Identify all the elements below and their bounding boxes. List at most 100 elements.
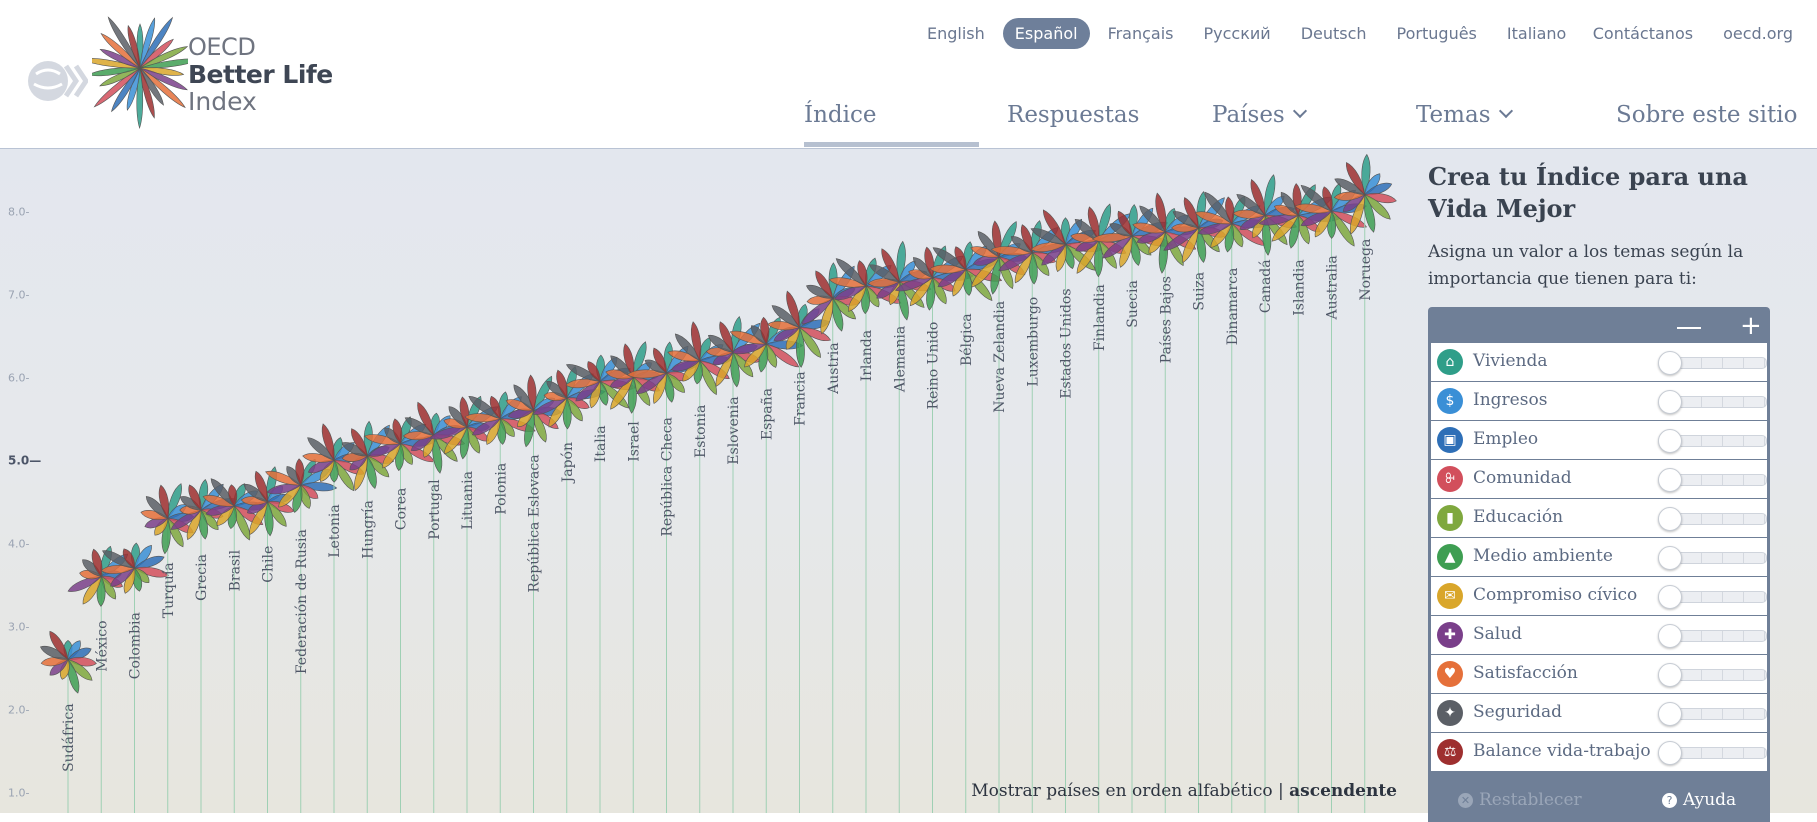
flower-petal: [1020, 224, 1033, 254]
country-flower[interactable]: Federación de Rusia: [264, 457, 338, 813]
flower-petal: [392, 418, 403, 445]
topic-weight-slider[interactable]: [1658, 351, 1767, 375]
country-flower[interactable]: Finlandia: [1070, 203, 1133, 813]
topic-weight-slider[interactable]: [1658, 741, 1767, 765]
topic-weight-slider[interactable]: [1658, 624, 1767, 648]
country-flower[interactable]: Turquía: [140, 482, 195, 813]
slider-knob[interactable]: [1658, 546, 1682, 570]
flower-petal: [489, 395, 502, 420]
oecd-org-link[interactable]: oecd.org: [1723, 24, 1793, 43]
topic-row-balance-vida-trabajo: ⚖ Balance vida-trabajo: [1431, 733, 1767, 771]
flower-petal: [91, 548, 103, 578]
topic-list: ⌂ Vivienda $ Ingresos ▣ Empleo ꔬ Comunidad ▮ Educ…: [1428, 343, 1770, 771]
country-label: Brasil: [227, 549, 243, 591]
country-flower[interactable]: Colombia: [100, 542, 170, 813]
flower-head: [729, 316, 804, 373]
nav-temas[interactable]: Temas: [1416, 102, 1513, 128]
country-flower[interactable]: Estonia: [667, 321, 732, 813]
nav-sobre[interactable]: Sobre este sitio: [1616, 102, 1797, 128]
country-flower[interactable]: Chile: [240, 466, 295, 813]
lang-francais[interactable]: Français: [1107, 24, 1174, 43]
topic-weight-slider[interactable]: [1658, 468, 1767, 492]
country-flower[interactable]: Sudáfrica: [39, 629, 97, 813]
slider-knob[interactable]: [1658, 507, 1682, 531]
lang-russian[interactable]: Русский: [1203, 24, 1271, 43]
nav-indice[interactable]: Índice: [804, 102, 876, 128]
slider-knob[interactable]: [1658, 702, 1682, 726]
topic-weight-slider[interactable]: [1658, 585, 1767, 609]
country-label: República Checa: [660, 417, 676, 537]
country-flower[interactable]: Letonia: [302, 423, 366, 813]
flower-petal: [527, 374, 537, 412]
country-flower[interactable]: Suiza: [1162, 191, 1228, 813]
flower-head: [828, 257, 902, 315]
flower-head: [1333, 153, 1397, 235]
lang-english[interactable]: English: [927, 24, 985, 43]
country-label: Suecia: [1125, 280, 1141, 328]
topic-weight-slider[interactable]: [1658, 390, 1767, 414]
slider-knob[interactable]: [1658, 624, 1682, 648]
slider-knob[interactable]: [1658, 390, 1682, 414]
topic-weight-slider[interactable]: [1658, 429, 1767, 453]
sort-separator: |: [1278, 781, 1284, 801]
sort-ascending-link[interactable]: ascendente: [1289, 781, 1397, 801]
topic-row-educación: ▮ Educación: [1431, 499, 1767, 537]
topic-label: Balance vida-trabajo: [1473, 741, 1651, 761]
flower-petal: [623, 343, 635, 378]
country-label: Lituania: [460, 471, 476, 530]
slider-knob[interactable]: [1658, 741, 1682, 765]
flower-petal: [799, 326, 821, 358]
main-nav: Índice Respuestas Países Temas Sobre est…: [804, 100, 1797, 148]
topic-weight-slider[interactable]: [1658, 546, 1767, 570]
country-flower[interactable]: Italia: [565, 354, 637, 813]
help-button[interactable]: ? Ayuda: [1662, 790, 1736, 810]
lang-espanol[interactable]: Español: [1002, 18, 1090, 49]
lang-portugues[interactable]: Português: [1396, 24, 1477, 43]
topic-weight-slider[interactable]: [1658, 507, 1767, 531]
lang-deutsch[interactable]: Deutsch: [1300, 24, 1367, 43]
country-flower[interactable]: Polonia: [464, 391, 537, 813]
country-flower[interactable]: Nueva Zelandia: [968, 220, 1028, 813]
country-flower[interactable]: Francia: [767, 290, 832, 813]
nav-label: Países: [1212, 102, 1285, 128]
controls-header: +: [1428, 307, 1770, 343]
plus-all-button[interactable]: +: [1740, 311, 1762, 341]
topic-label: Compromiso cívico: [1473, 585, 1638, 605]
chevron-down-icon: [1498, 103, 1513, 119]
slider-knob[interactable]: [1658, 468, 1682, 492]
slider-knob[interactable]: [1658, 663, 1682, 687]
topic-label: Comunidad: [1473, 468, 1572, 488]
flower-petal: [653, 347, 667, 374]
nav-paises[interactable]: Países: [1212, 102, 1307, 128]
nav-respuestas[interactable]: Respuestas: [1007, 102, 1139, 128]
country-flower[interactable]: República Checa: [626, 341, 703, 813]
country-flower-chart: 1.0- 2.0- 3.0- 4.0- 5.0— 6.0- 7.0- 8.0- Sudáfric…: [8, 153, 1397, 813]
reset-button[interactable]: ✕ Restablecer: [1458, 790, 1582, 810]
country-flower[interactable]: Países Bajos: [1132, 192, 1198, 813]
slider-knob[interactable]: [1658, 429, 1682, 453]
panel-title: Crea tu Índice para una Vida Mejor: [1428, 162, 1748, 223]
lang-italiano[interactable]: Italiano: [1506, 24, 1567, 43]
country-flower[interactable]: Austria: [799, 262, 861, 813]
country-flower[interactable]: Israel: [605, 340, 661, 813]
slider-knob[interactable]: [1658, 585, 1682, 609]
slider-knob[interactable]: [1658, 351, 1682, 375]
minus-all-button[interactable]: [1677, 327, 1701, 329]
country-flower[interactable]: España: [729, 315, 804, 813]
topic-weight-slider[interactable]: [1658, 663, 1767, 687]
topic-weight-slider[interactable]: [1658, 702, 1767, 726]
topic-label: Vivienda: [1473, 351, 1548, 371]
country-flower[interactable]: Irlanda: [828, 256, 903, 813]
country-flower[interactable]: Canadá: [1232, 174, 1298, 813]
flower-petal: [1294, 203, 1333, 214]
flower-petal: [857, 260, 868, 287]
country-label: Irlanda: [859, 330, 875, 381]
y-tick-label: 1.0-: [8, 786, 29, 799]
country-flower[interactable]: Noruega: [1333, 153, 1397, 813]
country-flower[interactable]: República Eslovaca: [505, 374, 562, 813]
logo-text[interactable]: OECD Better Life Index: [188, 34, 333, 116]
contact-link[interactable]: Contáctanos: [1592, 24, 1694, 43]
country-flower[interactable]: Alemania: [867, 240, 932, 813]
sort-alpha-link[interactable]: Mostrar países en orden alfabético: [971, 781, 1273, 801]
flower-petal: [1155, 192, 1167, 233]
